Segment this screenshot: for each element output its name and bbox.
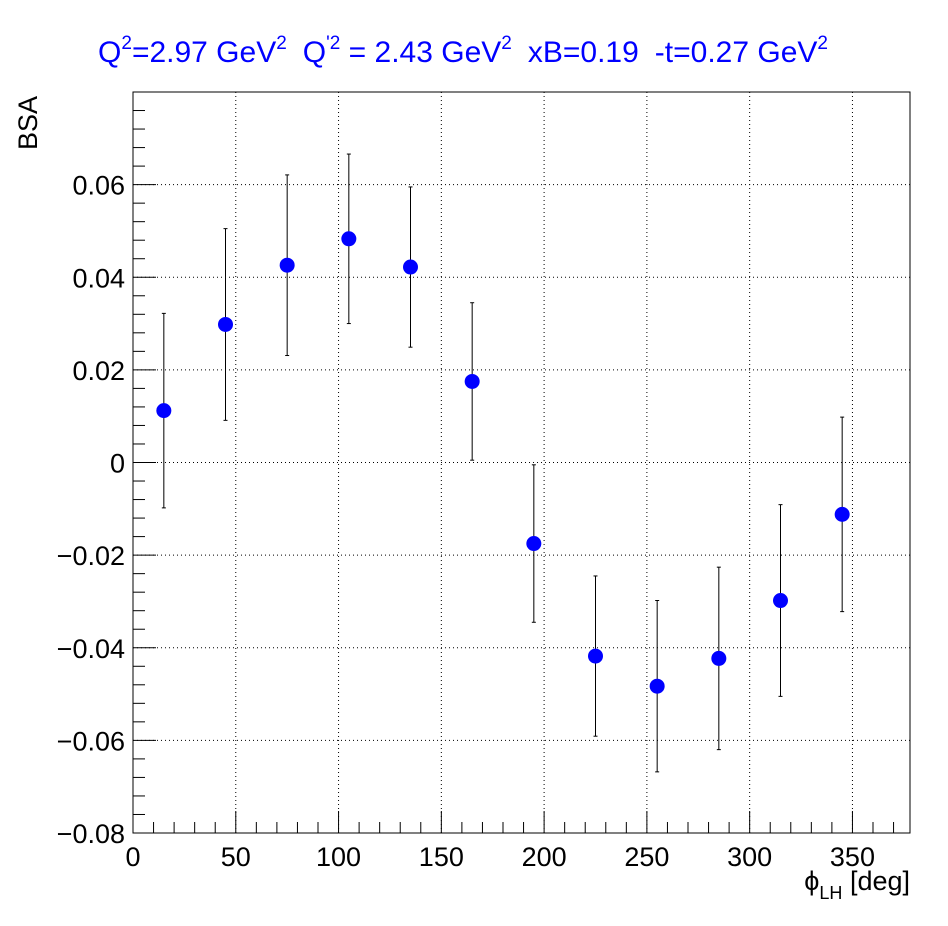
data-point [526, 536, 542, 552]
y-tick-label: 0.02 [72, 356, 125, 386]
title-qp2-unit-sup: 2 [501, 33, 512, 54]
x-axis-label-sub: LH [819, 883, 842, 903]
plot-frame [132, 91, 911, 834]
tick-labels: 0 50 100 150 200 250 300 350 −0.08 −0.06 −0.04 −0.0… [57, 171, 875, 872]
y-tick-label: 0.06 [72, 171, 125, 201]
data-point [834, 506, 850, 522]
x-axis-label: ϕLH [deg] [804, 866, 910, 903]
y-tick-label: −0.04 [57, 634, 125, 664]
title-xb: xB=0.19 [528, 36, 639, 69]
y-tick-label: −0.06 [57, 726, 125, 756]
y-tick-label: 0 [110, 449, 125, 479]
data-point [156, 403, 172, 419]
title-t: -t=0.27 GeV [655, 36, 818, 69]
y-tick-label: −0.08 [57, 819, 125, 849]
data-point [341, 231, 357, 247]
data-point [711, 650, 727, 666]
x-tick-label: 100 [316, 842, 361, 872]
title-q2-sup: 2 [121, 33, 132, 54]
x-tick-label: 350 [830, 842, 875, 872]
data-point [403, 259, 418, 275]
data-points [156, 231, 850, 694]
y-axis-label: BSA [13, 96, 43, 150]
x-tick-label: 0 [125, 842, 140, 872]
title-qp2: Q [303, 36, 326, 69]
title-qp2-sup: '2 [326, 33, 340, 54]
data-point [218, 316, 233, 332]
title-q2: Q [98, 36, 121, 69]
x-axis-label-phi: ϕ [804, 866, 819, 896]
data-point [279, 257, 295, 273]
x-tick-label: 150 [419, 842, 464, 872]
data-point [649, 678, 665, 694]
title-q2-value: =2.97 GeV [132, 36, 276, 69]
y-tick-label: −0.02 [57, 541, 125, 571]
x-tick-label: 250 [624, 842, 669, 872]
x-tick-label: 50 [221, 842, 251, 872]
x-tick-label: 200 [522, 842, 567, 872]
title-qp2-value: = 2.43 GeV [340, 36, 501, 69]
data-point [773, 593, 788, 609]
title-q2-unit-sup: 2 [276, 33, 287, 54]
x-tick-label: 300 [727, 842, 772, 872]
data-point [588, 648, 603, 664]
chart-title: Q2=2.97 GeV2 Q'2 = 2.43 GeV2 xB=0.19 -t=0.2… [98, 33, 828, 69]
x-axis-label-unit: [deg] [842, 866, 910, 896]
data-point [464, 373, 480, 389]
grid-lines [133, 92, 910, 833]
title-t-sup: 2 [817, 33, 828, 54]
y-tick-label: 0.04 [72, 263, 125, 293]
axis-ticks [132, 110, 895, 834]
